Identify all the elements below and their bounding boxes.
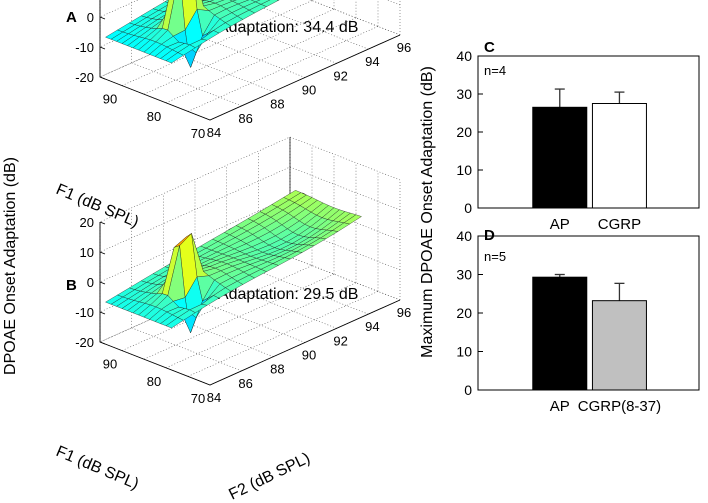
bars-c bbox=[532, 88, 647, 209]
axes-d: 0 10 20 30 40 AP CGRP(8-37) bbox=[456, 228, 700, 415]
f2-tick-label: 90 bbox=[302, 83, 316, 98]
f2-tick-label: 90 bbox=[302, 348, 316, 363]
f2-axis-label-b: F2 (dB SPL) bbox=[226, 450, 313, 503]
z-tick-label: -20 bbox=[75, 70, 94, 85]
tick bbox=[99, 251, 106, 255]
surface-mesh-b bbox=[105, 190, 362, 334]
f2-tick-label: 96 bbox=[397, 40, 411, 55]
tick bbox=[99, 281, 106, 285]
grid-line bbox=[194, 34, 306, 78]
y-tick-label: 40 bbox=[456, 48, 472, 64]
f2-tick-label: 94 bbox=[365, 319, 379, 334]
f1-tick-label: 80 bbox=[147, 109, 161, 124]
f2-tick-label: 94 bbox=[365, 54, 379, 69]
z-tick-label: 20 bbox=[80, 215, 94, 230]
x-category-label: AP bbox=[550, 216, 570, 233]
surface-facet bbox=[229, 0, 237, 2]
bar-y-axis-label: Maximum DPOAE Onset Adaptation (dB) bbox=[419, 66, 436, 358]
tick bbox=[99, 311, 106, 315]
surface-mesh-a bbox=[105, 0, 280, 68]
panel-label-c: C bbox=[484, 39, 495, 56]
y-tick-label: 20 bbox=[456, 305, 472, 321]
f2-tick-label: 92 bbox=[333, 68, 347, 83]
y-tick-label: 30 bbox=[456, 86, 472, 102]
y-tick-label: 40 bbox=[456, 228, 472, 244]
bar-cgrp bbox=[591, 103, 647, 209]
sample-size-c: n=4 bbox=[484, 63, 506, 78]
z-tick-label: -20 bbox=[75, 335, 94, 350]
f2-tick-label: 84 bbox=[207, 125, 221, 140]
f2-tick-labels-b: 84 86 88 90 92 94 96 bbox=[207, 305, 411, 405]
f1-tick-label: 70 bbox=[191, 126, 205, 141]
z-tick-label: -10 bbox=[75, 305, 94, 320]
grid-line bbox=[194, 299, 306, 343]
f1-tick-labels-a: 90 80 70 bbox=[103, 92, 205, 141]
grid-line bbox=[99, 136, 401, 223]
f2-tick-label: 92 bbox=[333, 333, 347, 348]
f1-axis-label-a: F1 (dB SPL) bbox=[53, 181, 141, 231]
tick bbox=[99, 16, 106, 20]
f1-tick-label: 70 bbox=[191, 391, 205, 406]
panel-label-a: A bbox=[66, 9, 77, 26]
y-tick-label: 0 bbox=[464, 200, 472, 216]
bar-cgrp-8-37- bbox=[591, 300, 647, 391]
axes-c: 0 10 20 30 40 AP CGRP bbox=[456, 48, 700, 233]
f1-tick-label: 90 bbox=[103, 92, 117, 107]
f2-tick-label: 88 bbox=[270, 362, 284, 377]
y-tick-label: 10 bbox=[456, 162, 472, 178]
plot-frame bbox=[477, 235, 700, 391]
z-tick-label: 0 bbox=[87, 10, 94, 25]
tick bbox=[99, 221, 106, 225]
axes-box-a bbox=[99, 0, 401, 121]
shared-y-axis-label: DPOAE Onset Adaptation (dB) bbox=[2, 157, 19, 375]
f1-axis-label-b: F1 (dB SPL) bbox=[53, 443, 141, 493]
f2-tick-labels-a: 84 86 88 90 92 94 96 bbox=[207, 40, 411, 140]
y-tick-label: 0 bbox=[464, 382, 472, 398]
grid-line bbox=[131, 327, 242, 372]
z-tick-label: 10 bbox=[80, 245, 94, 260]
f2-tick-label: 84 bbox=[207, 390, 221, 405]
grid-line bbox=[99, 196, 401, 283]
f2-tick-label: 96 bbox=[397, 305, 411, 320]
grid-line bbox=[99, 166, 401, 253]
grid-line bbox=[99, 226, 401, 313]
f1-tick-label: 90 bbox=[103, 357, 117, 372]
f1-tick-labels-b: 90 80 70 bbox=[103, 357, 205, 406]
surface-facet bbox=[165, 52, 184, 64]
z-tick-labels-b: 20 10 0 -10 -20 bbox=[75, 215, 94, 350]
y-tick-label: 30 bbox=[456, 267, 472, 283]
f2-tick-label: 86 bbox=[238, 376, 252, 391]
f2-tick-label: 86 bbox=[238, 111, 252, 126]
f2-tick-label: 88 bbox=[270, 97, 284, 112]
panel-label-b: B bbox=[66, 277, 77, 294]
x-category-label: CGRP bbox=[598, 216, 641, 233]
tick bbox=[99, 76, 106, 80]
surface-panel-a: A Maximum Adaptation: 34.4 dB 20100-10-2… bbox=[53, 0, 411, 244]
plot-frame bbox=[477, 55, 700, 209]
bar-ap bbox=[532, 106, 588, 209]
z-tick-label: -10 bbox=[75, 40, 94, 55]
bar-ap bbox=[532, 276, 588, 391]
x-category-label: AP bbox=[550, 398, 570, 415]
grid-line bbox=[131, 62, 242, 107]
x-category-label: CGRP(8-37) bbox=[578, 398, 661, 415]
tick bbox=[99, 46, 106, 50]
y-tick-label: 10 bbox=[456, 344, 472, 360]
bar-panel-c: C n=4 0 10 20 30 40 AP CGRP bbox=[456, 39, 700, 233]
y-tick-label: 20 bbox=[456, 124, 472, 140]
f1-tick-label: 80 bbox=[147, 374, 161, 389]
sample-size-d: n=5 bbox=[484, 249, 506, 264]
tick bbox=[99, 341, 106, 345]
surface-facet bbox=[165, 317, 184, 329]
surface-panel-b: B Maximum Adaptation: 29.5 dB 20100-10-2… bbox=[53, 136, 411, 503]
z-tick-label: 0 bbox=[87, 275, 94, 290]
bars-d bbox=[532, 273, 647, 391]
